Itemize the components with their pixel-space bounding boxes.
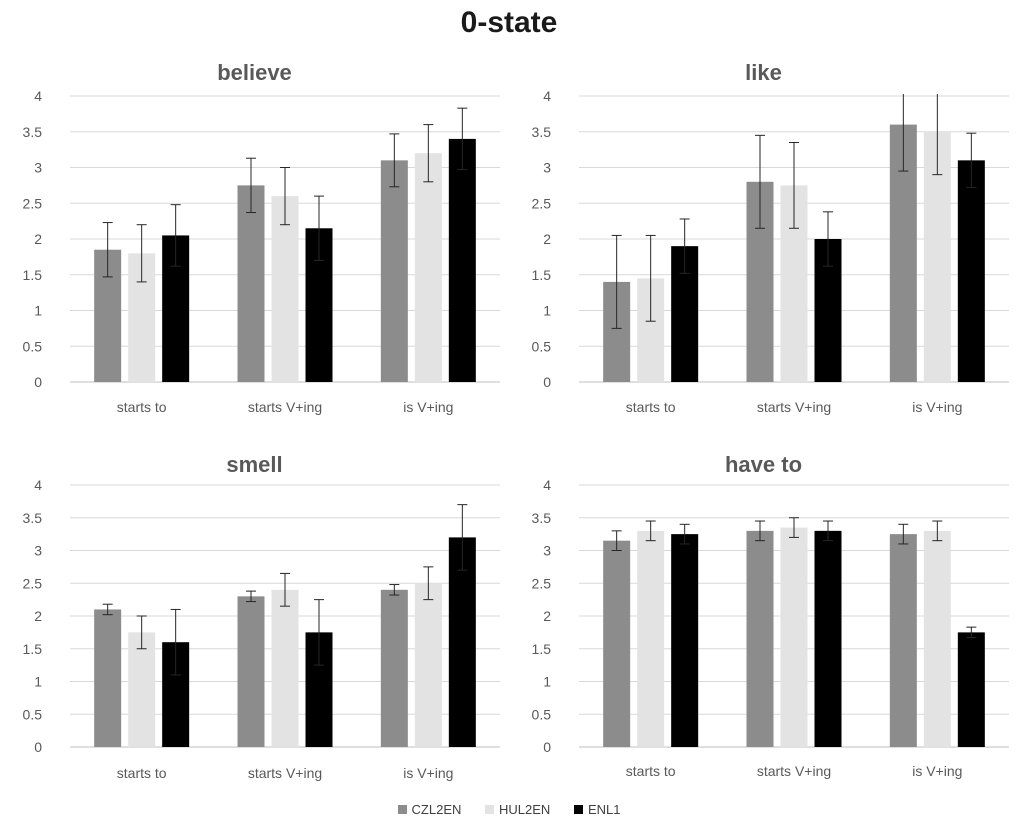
y-tick-label: 1 bbox=[34, 303, 42, 319]
chart-title: have to bbox=[725, 452, 802, 477]
category-label: starts to bbox=[117, 399, 167, 415]
category-label: is V+ing bbox=[912, 763, 962, 779]
panel-believe: believe 0 0.5 1 1.5 2 2.5 3 3.5 4 starts to starts … bbox=[0, 52, 509, 430]
y-tick-label: 2.5 bbox=[23, 195, 43, 211]
bar-hul2en bbox=[271, 589, 299, 747]
chart-title: believe bbox=[217, 60, 292, 85]
y-tick-label: 1.5 bbox=[532, 267, 552, 283]
legend-item-enl1: ENL1 bbox=[573, 801, 621, 817]
panel-have-to: have to 0 0.5 1 1.5 2 2.5 3 3.5 4 starts to starts … bbox=[509, 438, 1018, 796]
y-tick-label: 4 bbox=[34, 477, 42, 493]
y-tick-label: 1 bbox=[34, 674, 42, 690]
y-tick-label: 4 bbox=[543, 88, 551, 104]
y-tick-label: 3.5 bbox=[23, 510, 43, 526]
y-tick-label: 2 bbox=[543, 231, 551, 247]
legend: CZL2EN HUL2EN ENL1 bbox=[0, 800, 1018, 820]
bar-czl2en bbox=[746, 530, 774, 747]
y-tick-label: 2 bbox=[543, 608, 551, 624]
panel-like: like 0 0.5 1 1.5 2 2.5 3 3.5 4 starts to starts V+i… bbox=[509, 52, 1018, 430]
legend-label-czl2en: CZL2EN bbox=[411, 801, 462, 817]
y-tick-label: 2 bbox=[34, 231, 42, 247]
panel-smell: smell 0 0.5 1 1.5 2 2.5 3 3.5 4 starts to starts V+… bbox=[0, 438, 509, 796]
bar-enl1 bbox=[814, 530, 842, 747]
category-label: starts V+ing bbox=[757, 399, 831, 415]
bar-enl1 bbox=[448, 138, 476, 382]
legend-label-enl1: ENL1 bbox=[587, 801, 621, 817]
y-tick-label: 3.5 bbox=[23, 124, 43, 140]
category-label: starts V+ing bbox=[248, 765, 322, 781]
chart-title: smell bbox=[226, 452, 282, 477]
chart-svg: smell 0 0.5 1 1.5 2 2.5 3 3.5 4 starts to starts V+… bbox=[23, 452, 500, 781]
y-tick-label: 3.5 bbox=[532, 510, 552, 526]
category-label: is V+ing bbox=[403, 765, 453, 781]
y-tick-label: 2 bbox=[34, 608, 42, 624]
bar-czl2en bbox=[94, 609, 122, 747]
chart-svg: believe 0 0.5 1 1.5 2 2.5 3 3.5 4 starts to starts … bbox=[23, 60, 500, 415]
bar-enl1 bbox=[957, 632, 985, 747]
y-tick-label: 1 bbox=[543, 674, 551, 690]
bar-enl1 bbox=[448, 537, 476, 747]
bar-czl2en bbox=[380, 589, 408, 747]
y-tick-label: 0.5 bbox=[23, 338, 43, 354]
y-tick-label: 2.5 bbox=[532, 195, 552, 211]
bar-hul2en bbox=[271, 196, 299, 382]
legend-label-hul2en: HUL2EN bbox=[499, 801, 551, 817]
y-tick-label: 2.5 bbox=[23, 575, 43, 591]
bar-hul2en bbox=[414, 153, 442, 382]
y-tick-label: 1 bbox=[543, 303, 551, 319]
y-tick-label: 3 bbox=[34, 543, 42, 559]
bar-czl2en bbox=[237, 596, 265, 747]
bar-czl2en bbox=[889, 534, 917, 747]
category-label: starts to bbox=[117, 765, 167, 781]
category-label: is V+ing bbox=[403, 399, 453, 415]
y-tick-label: 1.5 bbox=[532, 641, 552, 657]
y-tick-label: 0.5 bbox=[532, 338, 552, 354]
bar-hul2en bbox=[128, 632, 156, 747]
chart-svg: like 0 0.5 1 1.5 2 2.5 3 3.5 4 starts to starts V+i… bbox=[532, 60, 1009, 415]
y-tick-label: 3 bbox=[34, 160, 42, 176]
bar-enl1 bbox=[671, 534, 699, 747]
category-label: starts to bbox=[626, 763, 676, 779]
category-label: starts V+ing bbox=[757, 763, 831, 779]
y-tick-label: 4 bbox=[543, 477, 551, 493]
y-tick-label: 0 bbox=[34, 739, 42, 755]
chart-title: like bbox=[745, 60, 782, 85]
category-label: starts V+ing bbox=[248, 399, 322, 415]
category-label: is V+ing bbox=[912, 399, 962, 415]
legend-swatch-hul2en bbox=[485, 804, 495, 814]
y-tick-label: 0 bbox=[543, 739, 551, 755]
main-title: 0-state bbox=[460, 6, 558, 39]
y-tick-label: 4 bbox=[34, 88, 42, 104]
y-tick-label: 1.5 bbox=[23, 267, 43, 283]
legend-swatch-enl1 bbox=[573, 804, 583, 814]
legend-swatch-czl2en bbox=[397, 804, 407, 814]
y-tick-label: 0 bbox=[34, 374, 42, 390]
bar-czl2en bbox=[380, 160, 408, 382]
category-label: starts to bbox=[626, 399, 676, 415]
bar-enl1 bbox=[957, 160, 985, 382]
y-tick-label: 3 bbox=[543, 160, 551, 176]
y-tick-label: 0.5 bbox=[532, 706, 552, 722]
bar-hul2en bbox=[923, 530, 951, 747]
legend-item-hul2en: HUL2EN bbox=[485, 801, 550, 817]
y-tick-label: 0.5 bbox=[23, 706, 43, 722]
chart-svg: have to 0 0.5 1 1.5 2 2.5 3 3.5 4 starts to starts … bbox=[532, 452, 1009, 779]
y-tick-label: 2.5 bbox=[532, 575, 552, 591]
y-tick-label: 3 bbox=[543, 543, 551, 559]
bar-czl2en bbox=[237, 185, 265, 382]
y-tick-label: 1.5 bbox=[23, 641, 43, 657]
bar-czl2en bbox=[603, 540, 631, 747]
y-tick-label: 3.5 bbox=[532, 124, 552, 140]
bar-hul2en bbox=[414, 583, 442, 747]
legend-item-czl2en: CZL2EN bbox=[397, 801, 462, 817]
y-tick-label: 0 bbox=[543, 374, 551, 390]
bar-hul2en bbox=[637, 530, 665, 747]
bar-hul2en bbox=[780, 527, 808, 747]
